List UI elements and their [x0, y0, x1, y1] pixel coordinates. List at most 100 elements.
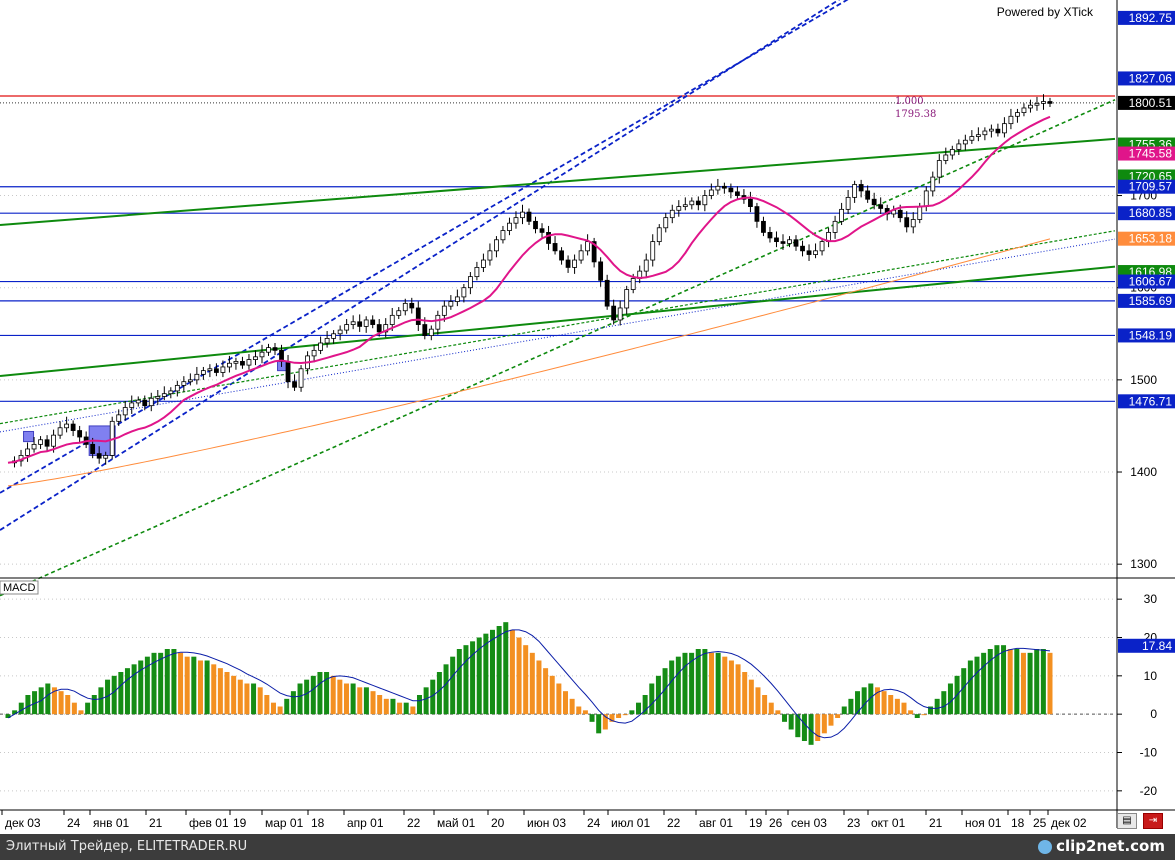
close-chart-button[interactable]: ⇥ — [1143, 813, 1163, 829]
macd-histogram-bar — [98, 687, 104, 715]
macd-histogram-bar — [695, 649, 701, 715]
clip2net-logo[interactable]: clip2net.com — [1038, 837, 1165, 855]
macd-histogram-bar — [1001, 645, 1007, 715]
candle-body — [526, 211, 532, 222]
candle-body — [923, 190, 929, 207]
price-label-box — [1118, 328, 1175, 343]
macd-histogram-bar — [947, 683, 953, 715]
candle-body — [57, 427, 63, 436]
candle-body — [787, 239, 792, 244]
candle-body — [227, 362, 232, 368]
macd-histogram-bar — [257, 687, 263, 715]
candle-body — [611, 305, 617, 321]
macd-histogram-bar — [516, 637, 522, 715]
candle-body — [116, 414, 122, 422]
candle-body — [676, 206, 682, 211]
candle-body — [897, 209, 903, 219]
candle-body — [780, 241, 786, 244]
macd-histogram-bar — [430, 679, 436, 715]
candle-body — [695, 200, 701, 206]
candle-body — [448, 301, 454, 307]
macd-histogram-bar — [450, 656, 456, 715]
scroll-left-button[interactable]: ▤ — [1117, 813, 1137, 829]
macd-histogram-bar — [390, 698, 396, 715]
x-tick-label: окт 01 — [871, 816, 906, 830]
x-tick-label: 18 — [1011, 816, 1025, 830]
macd-histogram-bar — [682, 652, 688, 715]
macd-histogram-bar — [735, 664, 741, 715]
horizontal-levels — [0, 95, 1115, 402]
macd-histogram-bar — [675, 656, 681, 715]
macd-histogram-bar — [775, 710, 781, 715]
macd-histogram-bar — [184, 656, 190, 715]
macd-histogram-bar — [967, 660, 973, 715]
macd-histogram-bar — [158, 652, 164, 715]
candle-body — [728, 187, 734, 193]
candle-body — [813, 250, 818, 255]
macd-histogram-bar — [941, 691, 947, 715]
candle-body — [96, 453, 102, 459]
macd-title: MACD — [3, 582, 35, 594]
macd-histogram-bar — [91, 695, 97, 715]
macd-pane — [0, 577, 1175, 745]
candle-body — [350, 321, 356, 325]
x-tick-label: мар 01 — [265, 816, 304, 830]
candle-body — [155, 396, 161, 399]
macd-histogram-bar — [961, 668, 967, 715]
candle-body — [774, 237, 779, 243]
macd-histogram-bar — [874, 687, 880, 715]
macd-histogram-bar — [330, 675, 336, 715]
candle-body — [38, 439, 43, 445]
candle-body — [513, 217, 519, 224]
price-label-text: 1745.58 — [1129, 147, 1173, 161]
macd-histogram-bar — [423, 687, 429, 715]
candle-body — [454, 296, 460, 302]
candle-body — [122, 407, 128, 416]
candle-body — [962, 139, 968, 145]
candle-body — [643, 259, 649, 272]
macd-histogram-bar — [609, 714, 615, 722]
candle-body — [559, 250, 564, 261]
macd-histogram-bar — [994, 645, 1000, 715]
macd-histogram-bar — [755, 687, 761, 715]
macd-histogram-bar — [124, 668, 130, 715]
price-tick-label: 1500 — [1130, 373, 1157, 387]
x-tick-label: 21 — [929, 816, 943, 830]
candle-body — [1002, 123, 1007, 134]
x-tick-label: июн 03 — [527, 816, 566, 830]
candle-body — [650, 241, 656, 261]
macd-histogram-bar — [689, 652, 695, 715]
candle-body — [253, 356, 258, 360]
candle-body — [956, 143, 962, 150]
macd-histogram-bar — [1020, 652, 1026, 715]
macd-histogram-bar — [801, 714, 807, 741]
candle-body — [467, 276, 473, 289]
macd-histogram-bar — [410, 706, 416, 715]
footer-caption: Элитный Трейдер, ELITETRADER.RU — [6, 839, 248, 854]
green-resistance-line — [0, 137, 1116, 226]
candle-body — [331, 333, 337, 339]
upper-channel-line — [0, 0, 841, 531]
macd-histogram-bar — [85, 702, 91, 715]
candle-body — [1041, 101, 1046, 104]
macd-histogram-bar — [523, 645, 529, 715]
candle-body — [845, 196, 851, 210]
candle-body — [539, 228, 545, 233]
macd-histogram-bar — [742, 672, 748, 715]
macd-histogram-bar — [231, 675, 237, 715]
macd-histogram-bar — [443, 664, 449, 715]
logo-text: clip2net.com — [1056, 837, 1165, 855]
price-label-text: 1800.51 — [1129, 96, 1173, 110]
candle-body — [1047, 101, 1053, 104]
price-label-box — [1118, 206, 1175, 221]
close-red-icon: ⇥ — [1148, 815, 1158, 826]
price-label-text: 1548.19 — [1129, 328, 1173, 342]
price-label-text: 1606.67 — [1129, 275, 1173, 289]
price-tick-label: 1400 — [1130, 465, 1157, 479]
macd-histogram-bar — [509, 629, 515, 715]
price-label-text: 1827.06 — [1129, 71, 1173, 85]
macd-histogram-bar — [715, 652, 721, 715]
macd-histogram-bar — [921, 714, 927, 716]
candle-body — [240, 361, 245, 366]
candle-body — [44, 439, 50, 447]
